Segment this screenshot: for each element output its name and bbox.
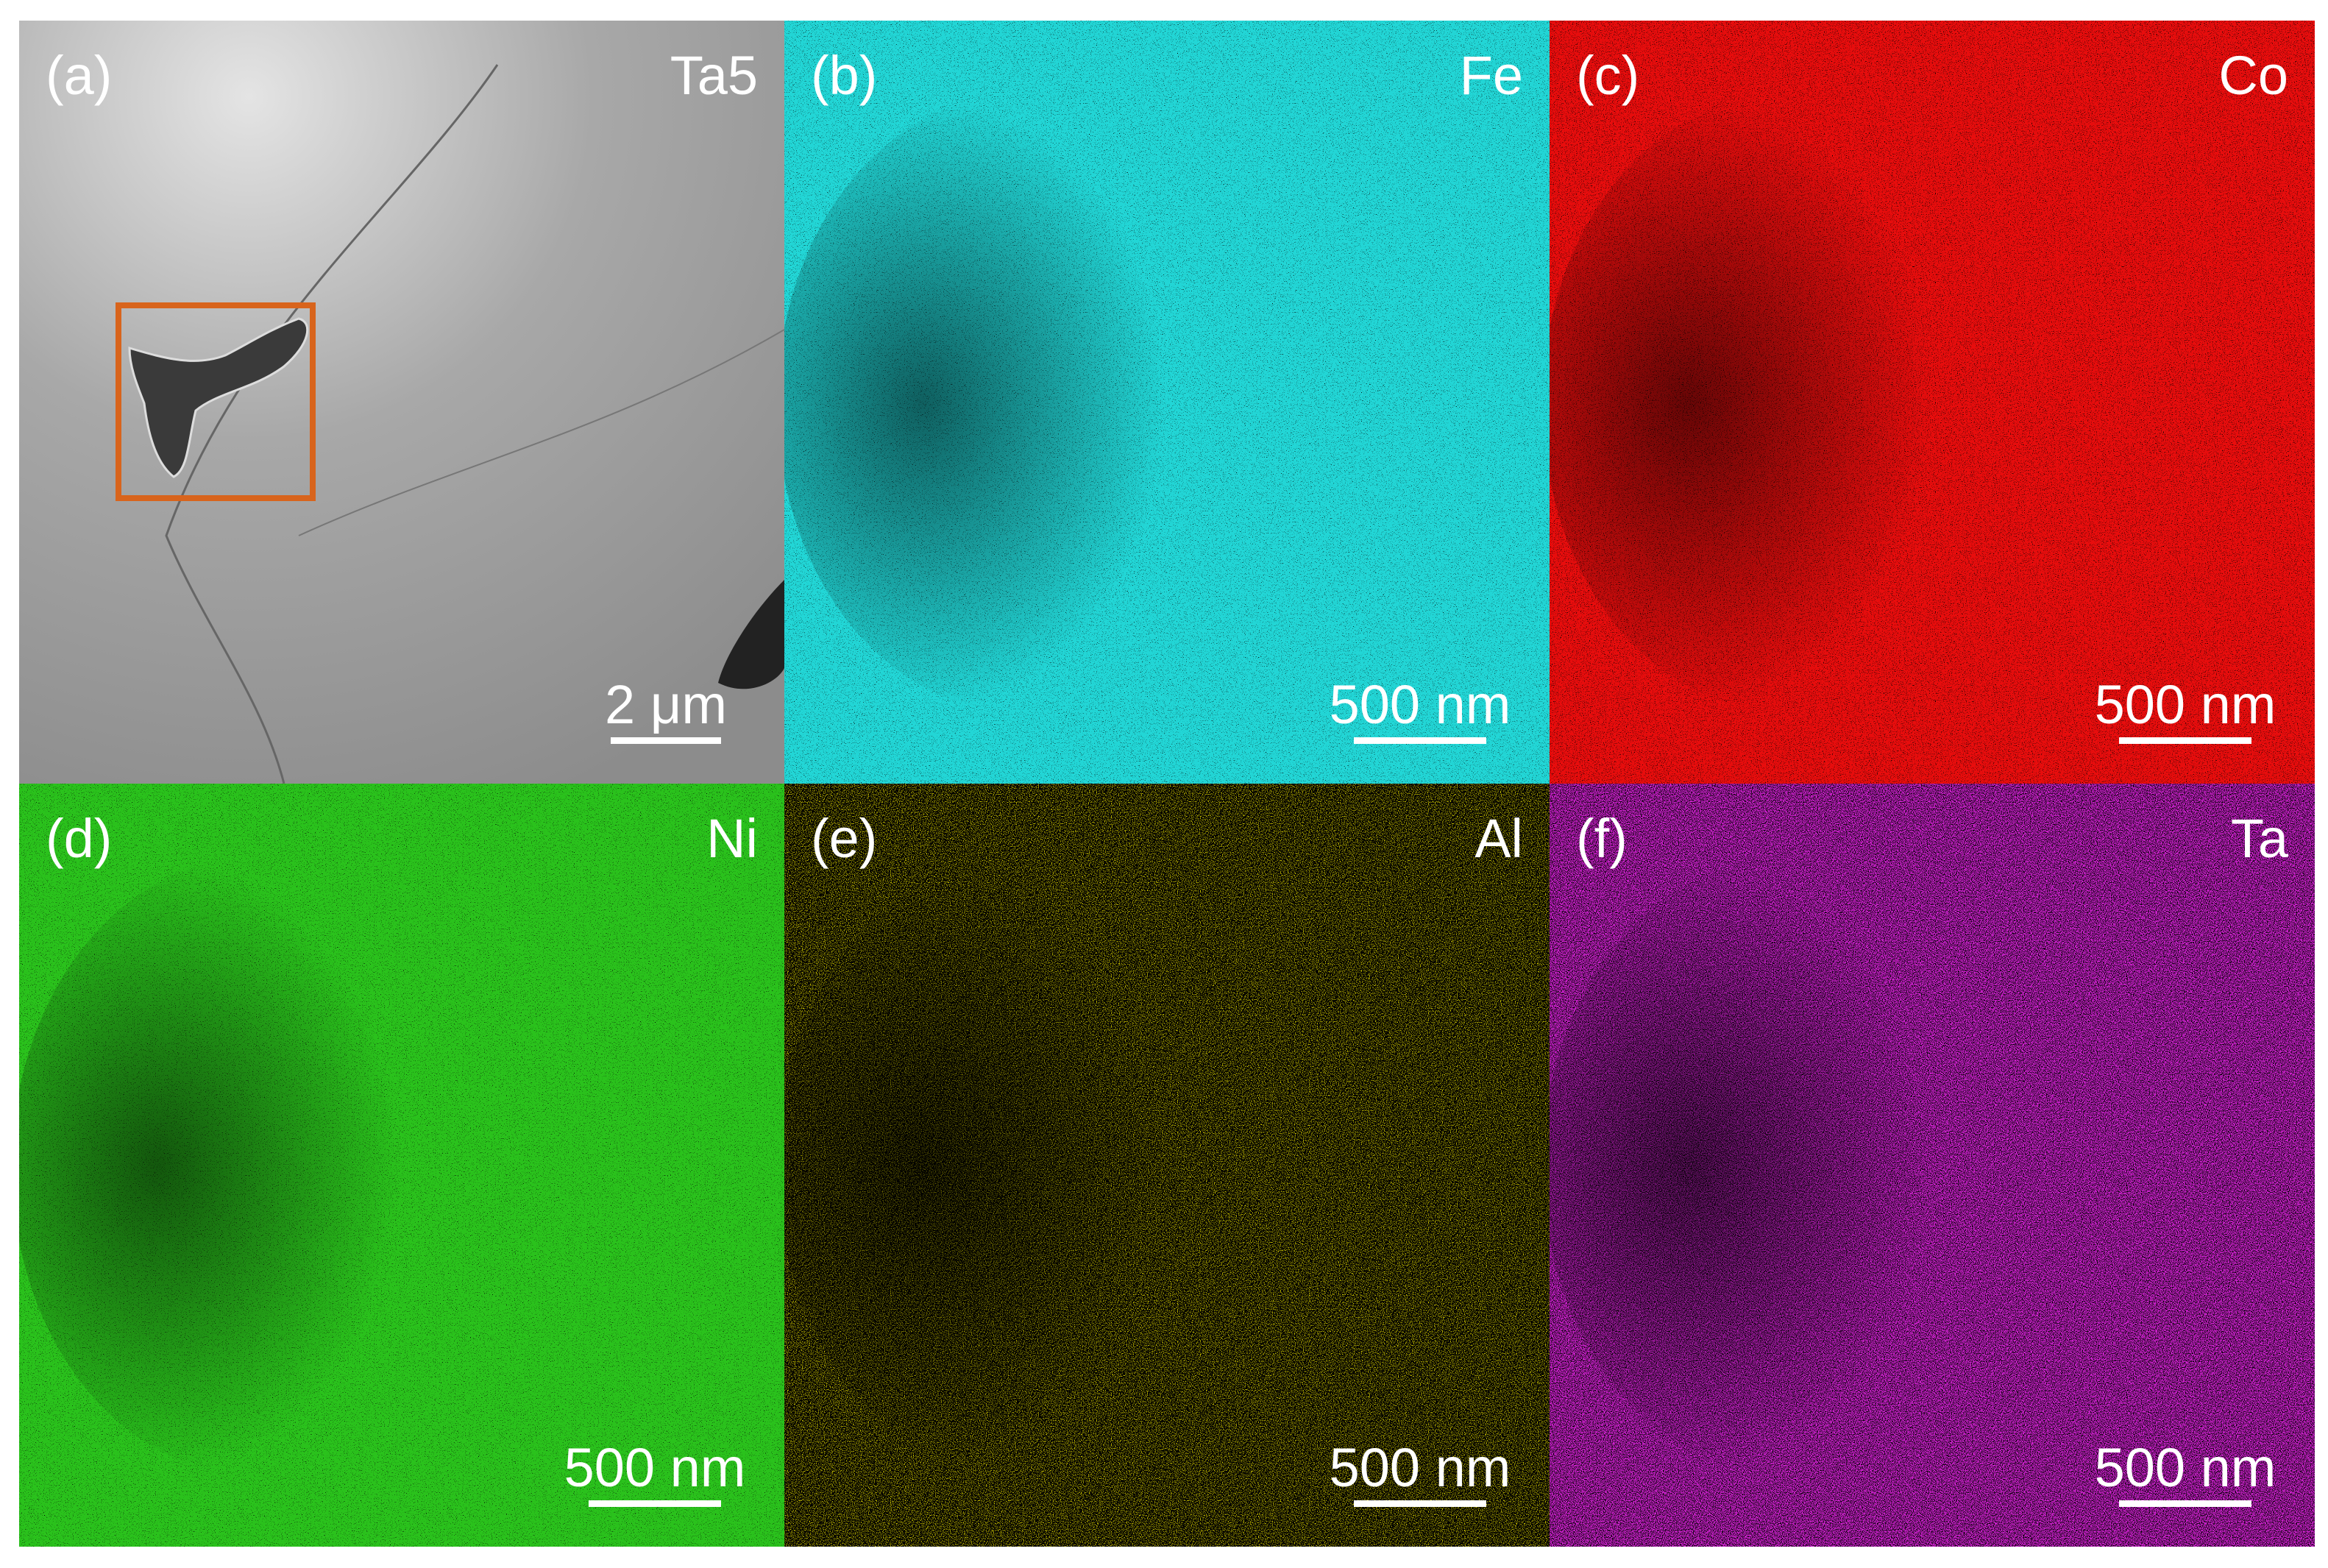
panel-image [1550, 21, 2315, 784]
element-label: Ta5 [670, 45, 758, 106]
scale-bar-label: 500 nm [1330, 1437, 1511, 1498]
panel-label: (f) [1576, 808, 1628, 869]
panel-image [19, 784, 784, 1547]
depleted-zone [1550, 94, 2028, 712]
depleted-zone [784, 857, 1263, 1475]
depleted-zone [1550, 857, 2028, 1475]
panel-image [784, 784, 1550, 1547]
depleted-zone [784, 94, 1263, 712]
panel-label: (b) [811, 45, 877, 106]
precipitate [128, 317, 309, 478]
panel: (b) Fe 500 nm [784, 21, 1550, 784]
panel-image [1550, 784, 2315, 1547]
region-box [116, 302, 316, 501]
scale-bar [2119, 737, 2251, 744]
element-label: Co [2218, 45, 2288, 106]
panel: (c) Co 500 nm [1550, 21, 2315, 784]
grain-boundary [165, 64, 499, 784]
panel-label: (a) [46, 45, 112, 106]
scale-bar [589, 1500, 721, 1507]
panel: (d) Ni 500 nm [19, 784, 784, 1547]
panel: (a) Ta5 2 μm [19, 21, 784, 784]
scale-bar-label: 500 nm [1330, 674, 1511, 735]
scale-bar-label: 500 nm [564, 1437, 746, 1498]
grain-boundary [298, 329, 784, 536]
precipitate [718, 580, 784, 689]
panel-image [19, 21, 784, 784]
scale-bar-label: 2 μm [605, 674, 727, 735]
panel-label: (e) [811, 808, 877, 869]
scale-bar-label: 500 nm [2095, 1437, 2276, 1498]
element-label: Ni [706, 808, 758, 869]
element-label: Fe [1460, 45, 1523, 106]
panel-label: (c) [1576, 45, 1639, 106]
panel: (e) Al 500 nm [784, 784, 1550, 1547]
sem-image [19, 21, 784, 784]
scale-bar [611, 737, 721, 744]
panel: (f) Ta 500 nm [1550, 784, 2315, 1547]
scale-bar [1354, 737, 1486, 744]
depleted-zone [19, 857, 497, 1475]
scale-bar-label: 500 nm [2095, 674, 2276, 735]
scale-bar [1354, 1500, 1486, 1507]
panel-image [784, 21, 1550, 784]
element-label: Al [1474, 808, 1523, 869]
scale-bar [2119, 1500, 2251, 1507]
element-label: Ta [2231, 808, 2289, 869]
panel-label: (d) [46, 808, 112, 869]
